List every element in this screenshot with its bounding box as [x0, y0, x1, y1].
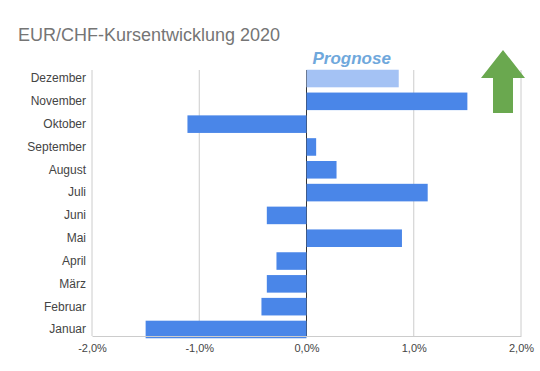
arrow-icon [481, 50, 525, 113]
y-tick-label: Juli [68, 185, 86, 199]
axis-line [93, 336, 522, 337]
y-tick-label: August [49, 163, 87, 177]
bar [267, 275, 307, 293]
y-tick: September [27, 140, 92, 154]
bar [187, 115, 306, 133]
x-tick-label: 0,0% [294, 342, 319, 354]
grid-line [199, 70, 200, 336]
x-axis: -2,0% -1,0% 0,0% 1,0% 2,0% [78, 336, 534, 354]
bar [307, 70, 399, 88]
bar [307, 161, 337, 179]
bar [307, 184, 428, 202]
bar [276, 252, 306, 270]
y-tick: Juli [68, 185, 92, 199]
y-tick-label: November [31, 94, 86, 108]
x-tick: 0,0% [294, 336, 319, 354]
y-tick: Mai [67, 231, 92, 245]
y-tick: August [49, 163, 92, 177]
x-tick-label: 1,0% [402, 342, 427, 354]
bar [267, 207, 307, 225]
y-tick-label: Oktober [43, 117, 86, 131]
axis-line [92, 68, 93, 342]
y-tick-label: Juni [64, 208, 86, 222]
bar [307, 93, 468, 111]
bar [261, 298, 306, 316]
y-tick: Oktober [43, 117, 92, 131]
x-tick: 1,0% [402, 336, 427, 354]
y-axis: Januar Februar März April Mai Juni Juli August S… [27, 68, 92, 342]
y-tick: Februar [44, 300, 92, 314]
y-tick: Dezember [31, 71, 92, 85]
y-tick: April [62, 254, 92, 268]
x-tick-label: -2,0% [78, 342, 107, 354]
y-tick-label: März [59, 277, 86, 291]
y-tick: Juni [64, 208, 92, 222]
y-tick-label: Mai [67, 231, 86, 245]
chart: EUR/CHF-Kursentwicklung 2020 -2,0% -1,0% 0,… [0, 0, 540, 371]
x-tick: -1,0% [185, 336, 214, 354]
y-tick: Januar [49, 322, 92, 336]
x-tick-label: 2,0% [509, 342, 534, 354]
grid-line [92, 70, 93, 336]
bar [307, 229, 402, 247]
y-tick-label: September [27, 140, 86, 154]
y-tick: März [59, 277, 92, 291]
title: EUR/CHF-Kursentwicklung 2020 [18, 25, 280, 45]
y-tick-label: Dezember [31, 71, 86, 85]
grid [92, 70, 521, 336]
x-tick-label: -1,0% [185, 342, 214, 354]
annotation: Prognose [313, 49, 391, 68]
grid-line [521, 70, 522, 336]
x-tick: -2,0% [78, 336, 107, 354]
bar [146, 321, 307, 339]
bars [146, 70, 468, 339]
x-tick: 2,0% [509, 336, 534, 354]
bar [307, 138, 317, 156]
y-tick-label: April [62, 254, 86, 268]
y-tick: November [31, 94, 92, 108]
y-tick-label: Januar [49, 322, 86, 336]
y-tick-label: Februar [44, 300, 86, 314]
